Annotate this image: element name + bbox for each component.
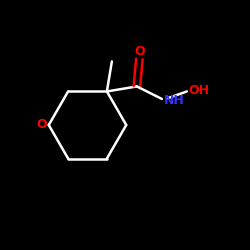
Text: O: O: [134, 46, 145, 59]
Text: O: O: [36, 118, 47, 132]
Text: NH: NH: [164, 94, 184, 107]
Text: OH: OH: [188, 84, 209, 97]
